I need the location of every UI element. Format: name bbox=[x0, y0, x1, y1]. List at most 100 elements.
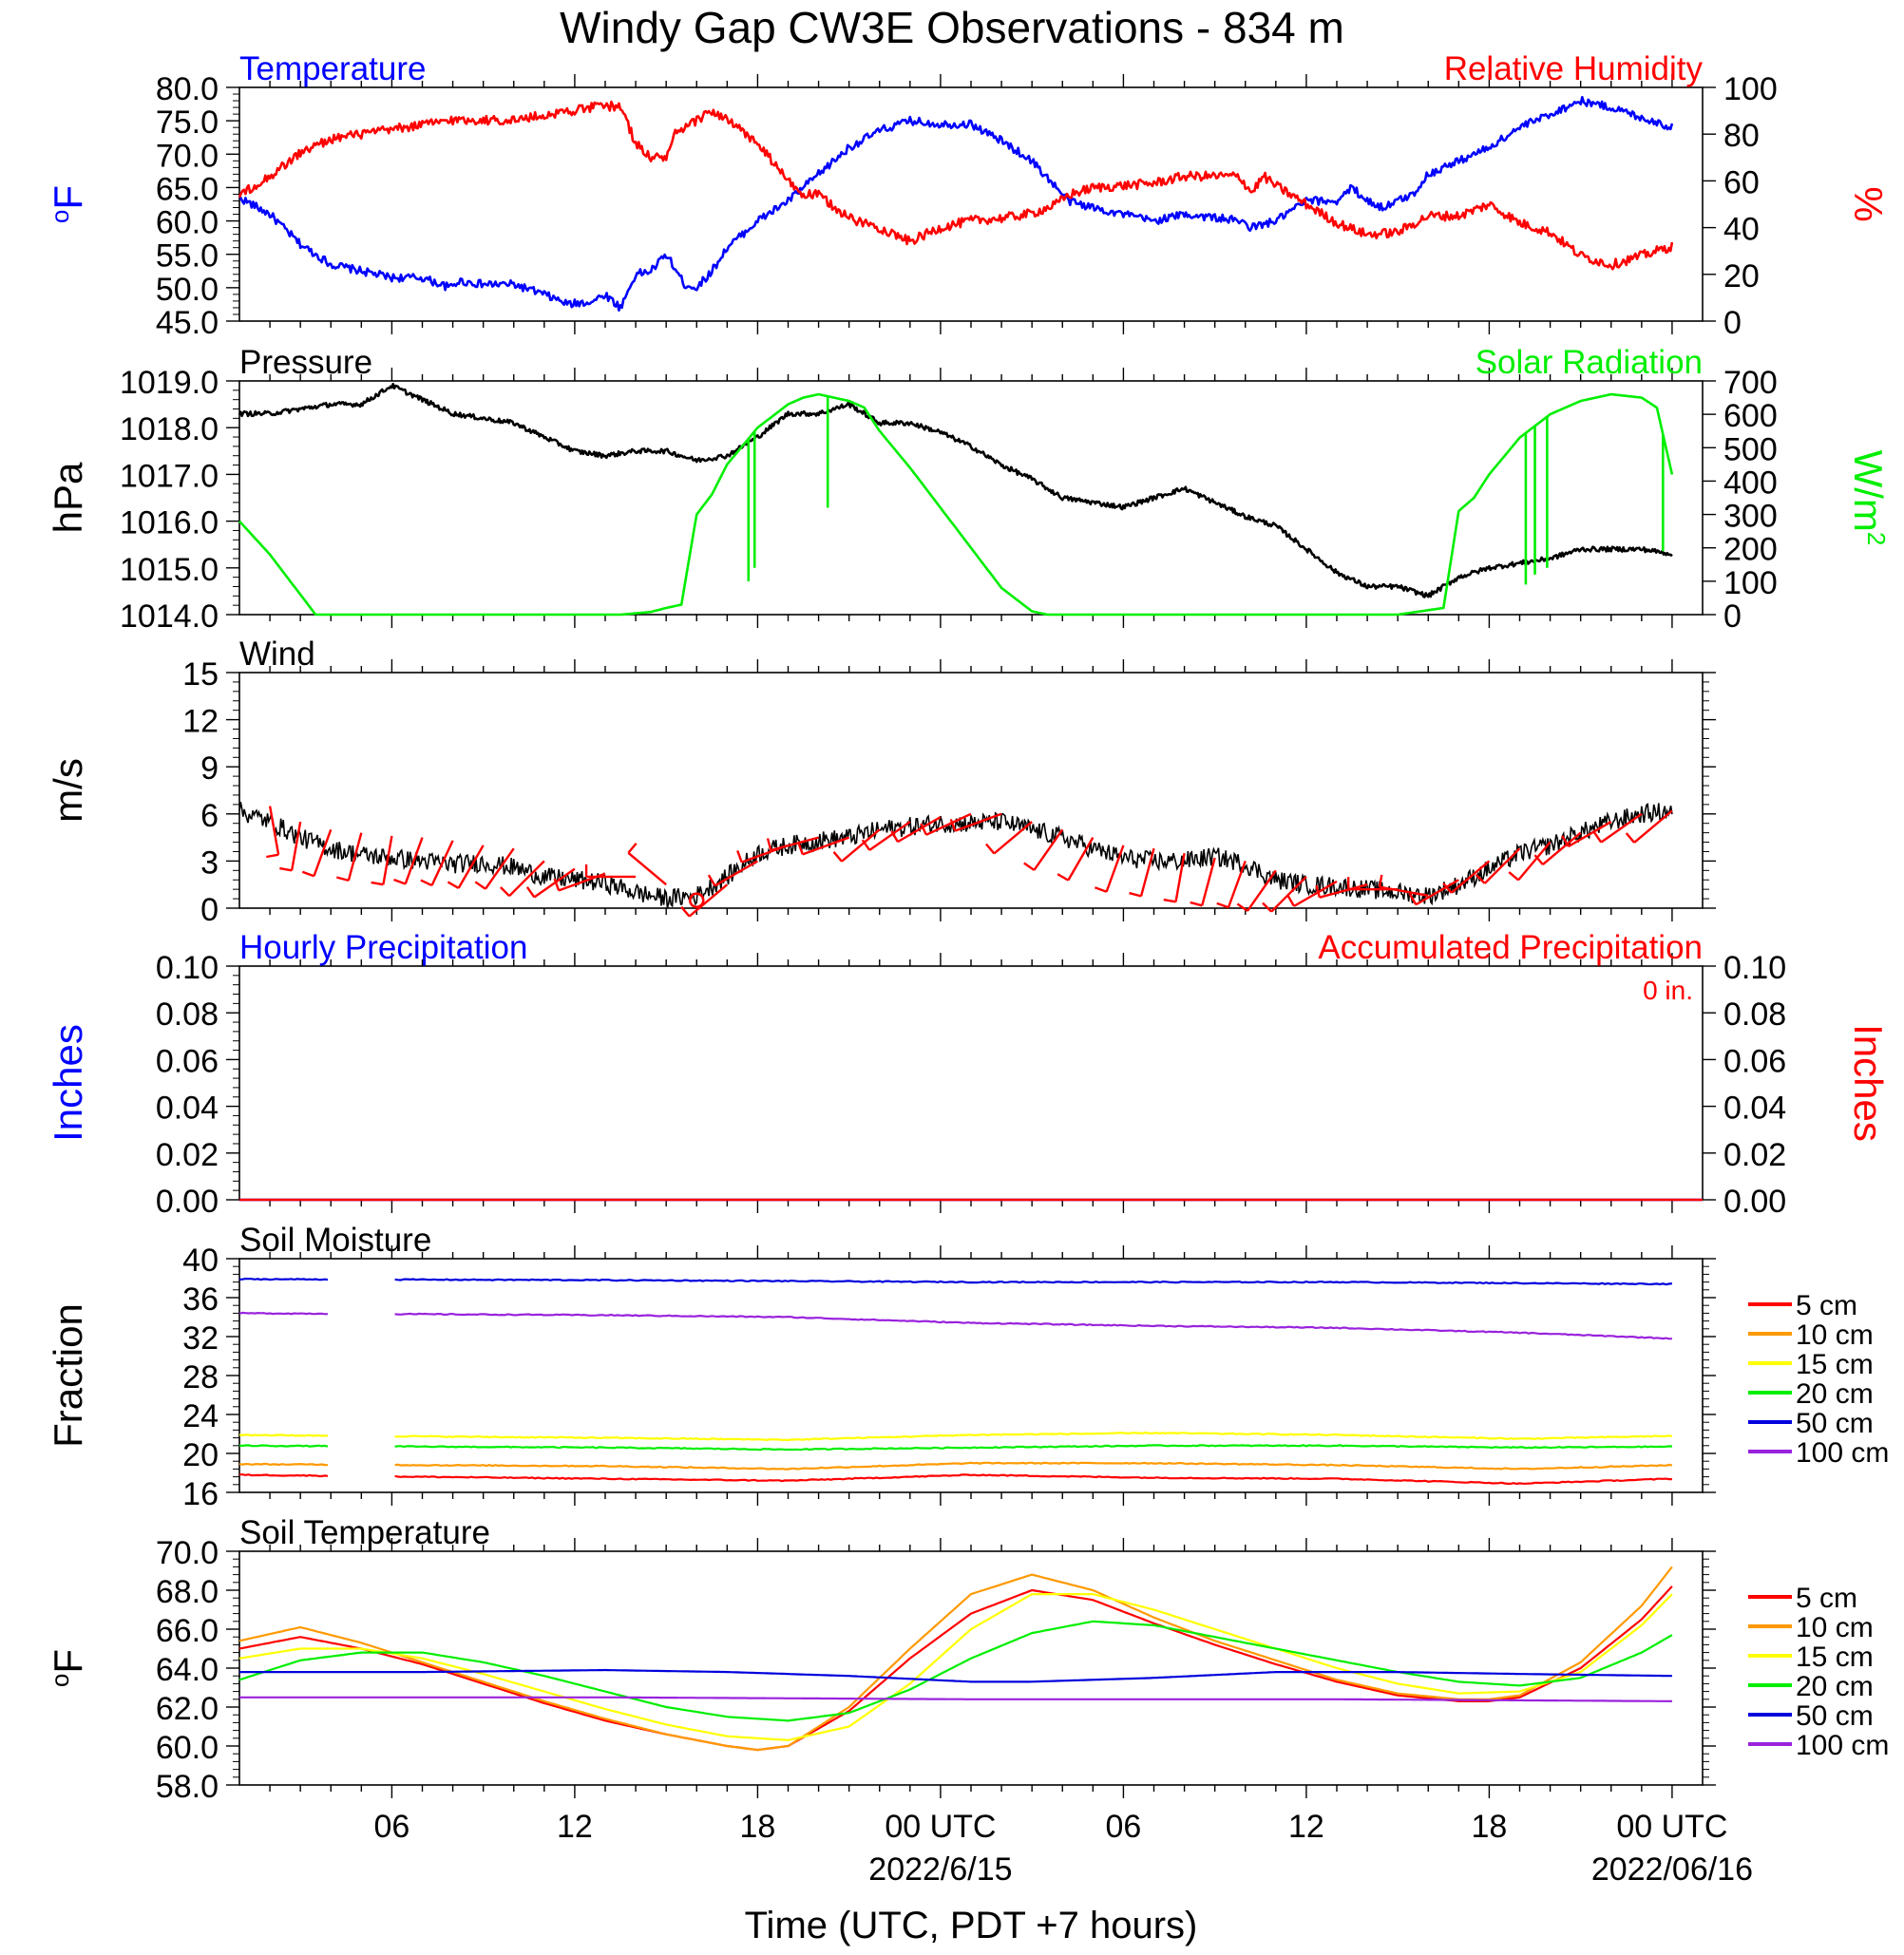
wind-barb bbox=[1379, 885, 1429, 897]
wind-barb bbox=[1415, 879, 1459, 906]
axis-unit-left: Fraction bbox=[46, 1303, 90, 1448]
series-temperature bbox=[238, 96, 1674, 312]
wind-barb-flag bbox=[985, 843, 996, 855]
y-tick-label-right: 0.06 bbox=[1723, 1043, 1786, 1079]
y-tick-label-right: 700 bbox=[1723, 365, 1778, 401]
wind-barb bbox=[841, 828, 881, 863]
wind-barb-flag bbox=[1057, 873, 1069, 882]
plot-frame bbox=[238, 672, 1704, 909]
y-tick-label: 32 bbox=[182, 1320, 219, 1357]
wind-barb-flag bbox=[279, 866, 293, 872]
panels: 80.075.070.065.060.055.050.045.010080604… bbox=[46, 50, 1891, 1805]
degree-sign: o bbox=[46, 1674, 74, 1687]
panel-precip: 0.10 0.08 0.06 0.04 0.02 0.00 0.10 0.08 0.06 0.04… bbox=[46, 929, 1891, 1220]
legend-label: 10 cm bbox=[1796, 1612, 1874, 1643]
wind-barb-flag bbox=[393, 878, 407, 885]
wind-barb bbox=[1517, 841, 1552, 882]
y-tick-label-right: 40 bbox=[1723, 212, 1760, 248]
y-tick-label: 62.0 bbox=[156, 1691, 219, 1727]
series-relative-humidity bbox=[238, 100, 1674, 271]
wind-barb-flag bbox=[1408, 893, 1418, 905]
series-soil_temp-5cm bbox=[238, 1585, 1673, 1752]
y-tick-label: 15 bbox=[182, 656, 219, 693]
y-tick-label: 75.0 bbox=[156, 104, 219, 141]
y-tick-label: 50.0 bbox=[156, 272, 219, 308]
wind-barb-flag bbox=[736, 850, 743, 864]
wind-barb-flag bbox=[525, 886, 536, 899]
y-tick-label: 0 bbox=[200, 892, 219, 928]
wind-barb-flag bbox=[371, 881, 384, 886]
series-soil_moisture-10cm bbox=[238, 1461, 1673, 1471]
series-soil_moisture-50cm bbox=[238, 1277, 1673, 1286]
wind-barb-flag bbox=[301, 870, 314, 878]
x-date-label: 2022/6/15 bbox=[868, 1851, 1012, 1888]
y-tick-label: 0.10 bbox=[156, 950, 219, 986]
y-tick-label: 0.06 bbox=[156, 1043, 219, 1079]
x-tick-label: 06 bbox=[1106, 1809, 1142, 1845]
wind-barb-flag bbox=[474, 881, 486, 890]
wind-barb bbox=[1201, 857, 1216, 906]
wind-barb-flag bbox=[500, 886, 510, 898]
panel-right-title: Accumulated Precipitation bbox=[1318, 929, 1703, 966]
wind-barb-flag bbox=[766, 838, 772, 851]
legend-label: 50 cm bbox=[1796, 1700, 1874, 1732]
unit-superscript: 2 bbox=[1862, 532, 1891, 545]
wind-barb bbox=[1542, 831, 1582, 865]
panel-wind: 15 12 9 6 3 0 Wind m/s bbox=[46, 636, 1716, 928]
axis-unit-left: hPa bbox=[46, 462, 90, 533]
series-solar-radiation bbox=[238, 392, 1674, 617]
legend-label: 15 cm bbox=[1796, 1642, 1874, 1673]
panel-left-title: Soil Temperature bbox=[239, 1514, 490, 1551]
series-wind-speed bbox=[238, 802, 1673, 909]
wind-barb bbox=[404, 837, 424, 884]
y-tick-label-right: 100 bbox=[1723, 565, 1778, 601]
y-tick-label: 0.02 bbox=[156, 1137, 219, 1173]
panel-pressure_solar: 1019.0 1018.0 1017.0 1016.0 1015.0 1014.0 7006… bbox=[46, 344, 1891, 635]
panel-left-title: Hourly Precipitation bbox=[239, 929, 527, 966]
series-soil_temp-15cm bbox=[238, 1593, 1673, 1742]
panel-soil_temp: 70.068.066.064.062.060.058.0 Soil Tempera… bbox=[46, 1514, 1716, 1805]
y-tick-label: 60.0 bbox=[156, 1730, 219, 1766]
series-soil_temp-100cm bbox=[239, 1696, 1672, 1702]
wind-barb bbox=[868, 821, 911, 851]
y-tick-label: 1014.0 bbox=[120, 598, 219, 635]
wind-barb bbox=[1568, 821, 1612, 848]
y-tick-label: 65.0 bbox=[156, 171, 219, 207]
wind-barb-flag bbox=[1262, 902, 1272, 913]
wind-barb-flag bbox=[1023, 862, 1036, 871]
y-tick-label-right: 20 bbox=[1723, 258, 1760, 294]
plot-frame bbox=[238, 1258, 1704, 1493]
y-tick-label-right: 100 bbox=[1723, 71, 1778, 107]
wind-barb-flag bbox=[1475, 873, 1486, 884]
x-tick-label: 00 UTC bbox=[885, 1809, 996, 1845]
y-tick-label: 45.0 bbox=[156, 305, 219, 341]
y-tick-label-right: 80 bbox=[1723, 118, 1760, 154]
wind-barb bbox=[1633, 809, 1673, 844]
axis-unit-left: m/s bbox=[46, 758, 90, 823]
y-tick-label: 64.0 bbox=[156, 1652, 219, 1688]
wind-barb bbox=[484, 847, 515, 890]
panel-left-title: Temperature bbox=[239, 50, 426, 87]
wind-barb-flag bbox=[1190, 901, 1203, 907]
panel-left-title: Soil Moisture bbox=[239, 1222, 431, 1259]
series-soil_temp-20cm bbox=[238, 1620, 1673, 1722]
wind-barb bbox=[430, 840, 454, 886]
wind-barb-flag bbox=[420, 879, 433, 887]
wind-barb-flag bbox=[797, 842, 804, 855]
unit-base: W/m bbox=[1846, 450, 1891, 532]
y-tick-label-right: 400 bbox=[1723, 465, 1778, 501]
legend-label: 15 cm bbox=[1796, 1349, 1874, 1380]
x-tick-label: 06 bbox=[374, 1809, 410, 1845]
wind-barb-flag bbox=[1315, 884, 1322, 898]
x-date-label: 2022/06/16 bbox=[1591, 1851, 1753, 1888]
wind-barb bbox=[313, 828, 333, 877]
y-tick-label-right: 0.04 bbox=[1723, 1091, 1786, 1127]
y-tick-label-right: 0.10 bbox=[1723, 950, 1786, 986]
wind-barb bbox=[897, 816, 942, 844]
degree-sign: o bbox=[46, 210, 74, 223]
wind-barb-flag bbox=[861, 839, 871, 851]
unit-letter: F bbox=[46, 185, 90, 210]
y-tick-label-right: 0.02 bbox=[1723, 1137, 1786, 1173]
wind-barb bbox=[1319, 883, 1368, 899]
